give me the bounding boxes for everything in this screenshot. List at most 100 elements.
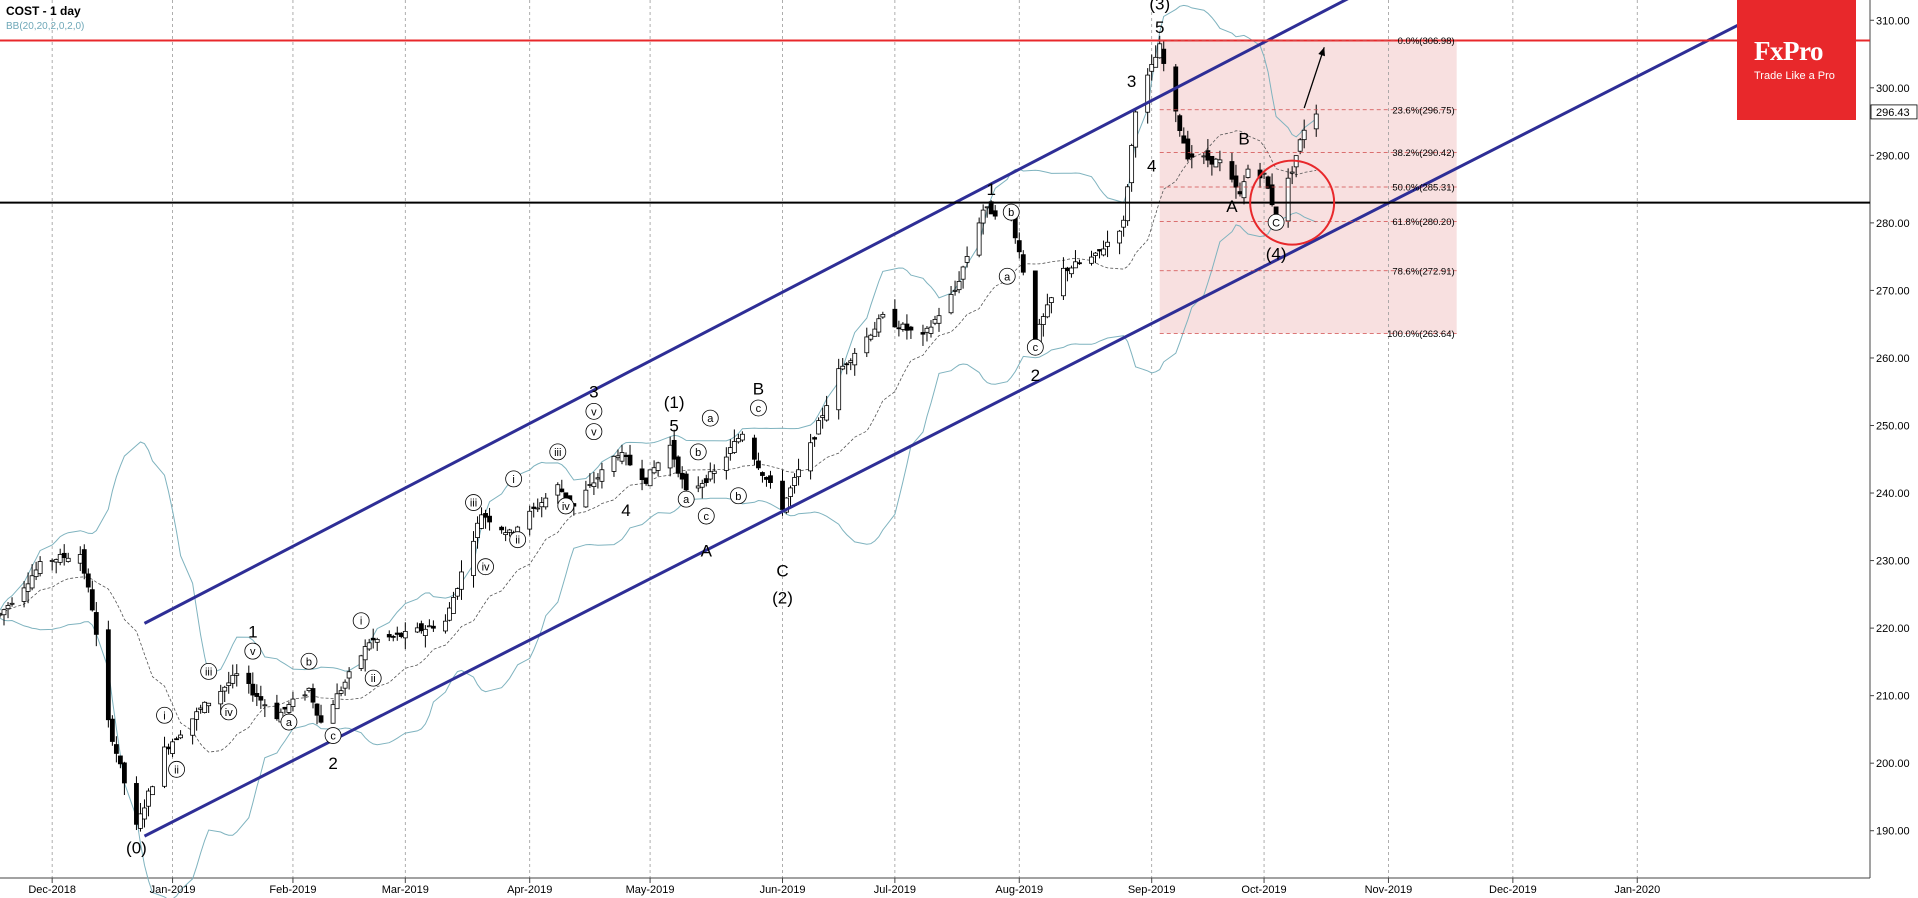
candle-body bbox=[105, 629, 111, 721]
candle-body bbox=[1209, 155, 1215, 165]
candle-body bbox=[1121, 219, 1127, 228]
wave-label: a bbox=[1004, 271, 1011, 283]
channel-lower-line bbox=[143, 0, 1791, 838]
wave-label: c bbox=[704, 511, 710, 523]
wave-circle bbox=[220, 703, 238, 721]
bollinger-bands bbox=[0, 4, 1317, 898]
candle-body bbox=[1177, 115, 1183, 131]
candle-body bbox=[142, 807, 147, 820]
y-tick-label: 200.00 bbox=[1876, 758, 1910, 770]
y-tick-label: 190.00 bbox=[1876, 826, 1910, 838]
candle-body bbox=[932, 319, 938, 324]
candle-body bbox=[1069, 267, 1074, 275]
wave-circle bbox=[677, 490, 695, 508]
candle-body bbox=[639, 468, 645, 481]
bollinger-upper bbox=[0, 4, 1317, 675]
logo-name: FxPro bbox=[1754, 36, 1823, 66]
x-tick-label: Nov-2019 bbox=[1365, 884, 1413, 896]
wave-label: b bbox=[306, 656, 312, 668]
wave-circle bbox=[998, 267, 1016, 285]
wave-label: b bbox=[1008, 207, 1014, 219]
candle-body bbox=[117, 755, 123, 765]
wave-label: iv bbox=[482, 562, 490, 574]
candle-body bbox=[65, 557, 71, 562]
candle-body bbox=[394, 632, 400, 635]
candle-body bbox=[679, 472, 685, 480]
candle-body bbox=[695, 485, 701, 489]
candle-body bbox=[1097, 249, 1102, 252]
candle-body bbox=[1205, 150, 1211, 161]
candle-body bbox=[816, 420, 822, 435]
candle-body bbox=[306, 687, 312, 692]
candle-body bbox=[836, 368, 842, 411]
wave-circle bbox=[689, 443, 707, 461]
x-tick-label: Jan-2019 bbox=[150, 884, 196, 896]
wave-circle bbox=[1002, 203, 1020, 221]
bollinger-lower bbox=[0, 212, 1317, 898]
fib-level-label: 78.6%(272.91) bbox=[1392, 266, 1454, 277]
candle-body bbox=[37, 561, 43, 574]
candle-body bbox=[651, 467, 657, 474]
wave-label: 5 bbox=[669, 416, 678, 435]
candle-body bbox=[49, 560, 55, 562]
trend-lines: 0.0%(306.98) 23.6%(296.75) 38.2%(290.42) 50… bbox=[0, 0, 1870, 838]
x-tick-label: Aug-2019 bbox=[995, 884, 1043, 896]
candle-body bbox=[587, 484, 593, 486]
wave-label: A bbox=[1226, 197, 1238, 216]
candle-body bbox=[667, 444, 673, 469]
candle-body bbox=[764, 476, 769, 480]
candle-body bbox=[109, 718, 115, 742]
candle-body bbox=[471, 540, 476, 576]
candle-body bbox=[194, 711, 200, 720]
candle-body bbox=[1, 609, 7, 616]
candle-body bbox=[346, 671, 352, 679]
candle-body bbox=[61, 552, 67, 559]
candle-body bbox=[282, 706, 288, 710]
candle-body bbox=[250, 683, 256, 696]
candle-body bbox=[928, 326, 934, 334]
wave-label: A bbox=[701, 541, 713, 560]
candle-body bbox=[503, 532, 509, 536]
candle-body bbox=[1044, 304, 1050, 318]
candle-body bbox=[483, 513, 488, 518]
candle-body bbox=[1269, 184, 1275, 206]
y-tick-label: 290.00 bbox=[1876, 150, 1910, 162]
candle-body bbox=[539, 502, 545, 508]
candle-body bbox=[358, 655, 364, 669]
candle-body bbox=[555, 484, 561, 496]
wave-label: (0) bbox=[126, 839, 147, 858]
candle-body bbox=[447, 607, 452, 621]
candle-body bbox=[784, 497, 789, 513]
y-tick-label: 250.00 bbox=[1876, 420, 1910, 432]
fib-level-label: 38.2%(290.42) bbox=[1392, 148, 1454, 159]
wave-label: 4 bbox=[621, 501, 630, 520]
wave-circle bbox=[697, 507, 715, 525]
candle-body bbox=[398, 632, 404, 637]
candle-body bbox=[852, 352, 858, 366]
candle-body bbox=[9, 602, 15, 605]
wave-label: B bbox=[753, 379, 764, 398]
fib-level-label: 50.0%(285.31) bbox=[1392, 183, 1454, 194]
candle-body bbox=[422, 628, 428, 636]
wave-circle bbox=[1026, 338, 1044, 356]
candle-body bbox=[820, 415, 826, 418]
y-tick-label: 280.00 bbox=[1876, 218, 1910, 230]
candle-body bbox=[202, 701, 208, 713]
wave-label: v bbox=[591, 427, 597, 439]
candle-body bbox=[627, 454, 633, 466]
candle-body bbox=[948, 294, 954, 314]
price-axis: 190.00 200.00 210.00 220.00 230.00 240.00 250.… bbox=[1870, 15, 1918, 838]
wave-label: 3 bbox=[589, 383, 598, 402]
y-tick-label: 260.00 bbox=[1876, 353, 1910, 365]
candle-body bbox=[1301, 129, 1307, 141]
candle-body bbox=[113, 744, 119, 754]
candle-body bbox=[1048, 297, 1054, 303]
candle-body bbox=[162, 746, 167, 787]
wave-label: 1 bbox=[248, 622, 257, 641]
wave-circle bbox=[280, 713, 298, 731]
candle-body bbox=[1117, 230, 1122, 244]
wave-label: (3) bbox=[1149, 0, 1170, 13]
candle-body bbox=[234, 673, 240, 676]
candle-body bbox=[892, 308, 898, 328]
